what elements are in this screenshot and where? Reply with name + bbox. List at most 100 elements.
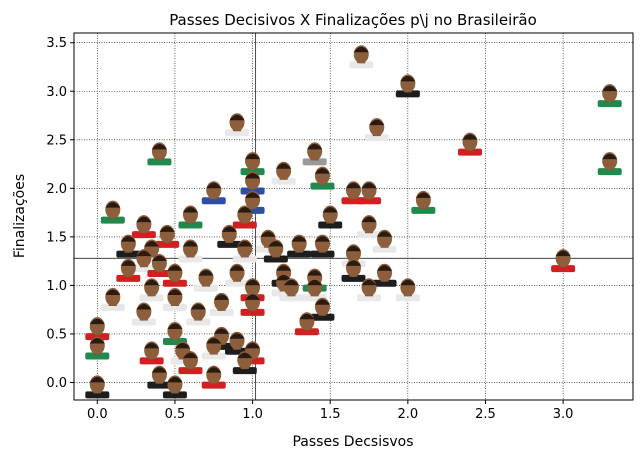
x-tick-label: 1.0 xyxy=(242,407,263,422)
player-kit xyxy=(279,294,304,302)
points-layer xyxy=(85,45,622,399)
player-kit xyxy=(162,391,187,399)
player-hair xyxy=(237,352,253,359)
player-hair xyxy=(229,333,245,339)
player-marker xyxy=(85,375,110,399)
player-marker xyxy=(357,215,382,239)
player-marker xyxy=(551,249,576,273)
player-hair xyxy=(136,304,152,310)
player-marker xyxy=(240,292,265,316)
player-hair xyxy=(144,279,160,286)
plot-frame xyxy=(73,32,634,401)
player-kit xyxy=(357,231,382,239)
player-kit xyxy=(201,352,226,360)
player-marker xyxy=(597,84,622,108)
chart-title: Passes Decisivos X Finalizações p\j no B… xyxy=(169,11,537,29)
player-hair xyxy=(245,153,261,160)
player-hair xyxy=(206,338,222,344)
player-marker xyxy=(263,239,288,263)
player-kit xyxy=(411,206,436,214)
player-hair xyxy=(555,250,571,257)
player-marker xyxy=(209,292,234,316)
player-kit xyxy=(162,303,187,311)
player-marker xyxy=(178,351,203,375)
player-marker xyxy=(201,181,226,205)
player-hair xyxy=(361,182,377,189)
player-hair xyxy=(400,75,416,82)
x-tick-label: 1.5 xyxy=(320,407,341,422)
player-kit xyxy=(349,61,374,69)
player-marker xyxy=(100,287,125,311)
player-kit xyxy=(131,318,156,326)
player-kit xyxy=(131,231,156,239)
player-kit xyxy=(357,197,382,205)
player-hair xyxy=(346,245,361,252)
player-hair xyxy=(229,265,245,271)
player-marker xyxy=(139,341,164,365)
player-marker xyxy=(232,351,257,375)
player-kit xyxy=(341,274,366,282)
player-kit xyxy=(100,216,125,224)
player-hair xyxy=(346,182,361,189)
player-hair xyxy=(89,376,105,383)
player-marker xyxy=(597,152,622,176)
player-marker xyxy=(287,234,312,258)
player-marker xyxy=(162,263,187,287)
player-hair xyxy=(167,376,183,383)
player-kit xyxy=(240,308,265,316)
player-kit xyxy=(116,250,141,258)
player-kit xyxy=(232,255,257,263)
player-marker xyxy=(225,113,250,137)
y-tick-label: 2.0 xyxy=(46,182,67,197)
player-marker xyxy=(349,45,374,69)
player-marker xyxy=(357,278,382,302)
player-marker xyxy=(85,336,110,360)
player-hair xyxy=(120,236,136,242)
player-marker xyxy=(225,263,250,287)
player-marker xyxy=(271,161,296,185)
y-tick-label: 1.5 xyxy=(46,230,67,245)
player-kit xyxy=(139,357,164,365)
player-marker xyxy=(201,336,226,360)
x-tick-label: 2.0 xyxy=(398,407,419,422)
player-hair xyxy=(283,279,299,286)
player-kit xyxy=(310,313,335,321)
player-hair xyxy=(89,318,105,325)
player-kit xyxy=(139,294,164,302)
player-hair xyxy=(307,270,323,276)
player-kit xyxy=(551,265,576,273)
player-hair xyxy=(361,279,377,286)
player-kit xyxy=(372,279,397,287)
player-marker xyxy=(116,258,141,282)
player-kit xyxy=(201,197,226,205)
ticks-layer: 0.0 0.5 1.0 1.5 2.0 2.5 3.0 0.0 0.5 1.0 1.5 2.0 2.5 3… xyxy=(46,36,573,422)
player-kit xyxy=(155,240,180,248)
x-tick-label: 0.0 xyxy=(87,407,108,422)
player-marker xyxy=(232,205,257,229)
player-marker xyxy=(131,215,156,239)
player-marker xyxy=(217,224,242,248)
player-hair xyxy=(276,163,292,169)
player-hair xyxy=(322,206,338,213)
player-marker xyxy=(178,239,203,263)
player-kit xyxy=(372,245,397,253)
y-tick-label: 0.5 xyxy=(46,327,67,342)
x-axis-label: Passes Decsisvos xyxy=(292,434,413,450)
player-marker xyxy=(341,258,366,282)
player-hair xyxy=(245,192,261,198)
player-kit xyxy=(225,279,250,287)
player-kit xyxy=(116,274,141,282)
player-hair xyxy=(206,182,222,189)
player-hair xyxy=(144,240,160,247)
player-hair xyxy=(276,274,292,281)
player-hair xyxy=(151,143,167,150)
player-hair xyxy=(245,294,261,300)
player-hair xyxy=(299,313,315,320)
player-kit xyxy=(225,129,250,137)
player-hair xyxy=(221,226,237,232)
player-marker xyxy=(372,263,397,287)
player-hair xyxy=(361,216,377,223)
player-marker xyxy=(147,365,172,389)
